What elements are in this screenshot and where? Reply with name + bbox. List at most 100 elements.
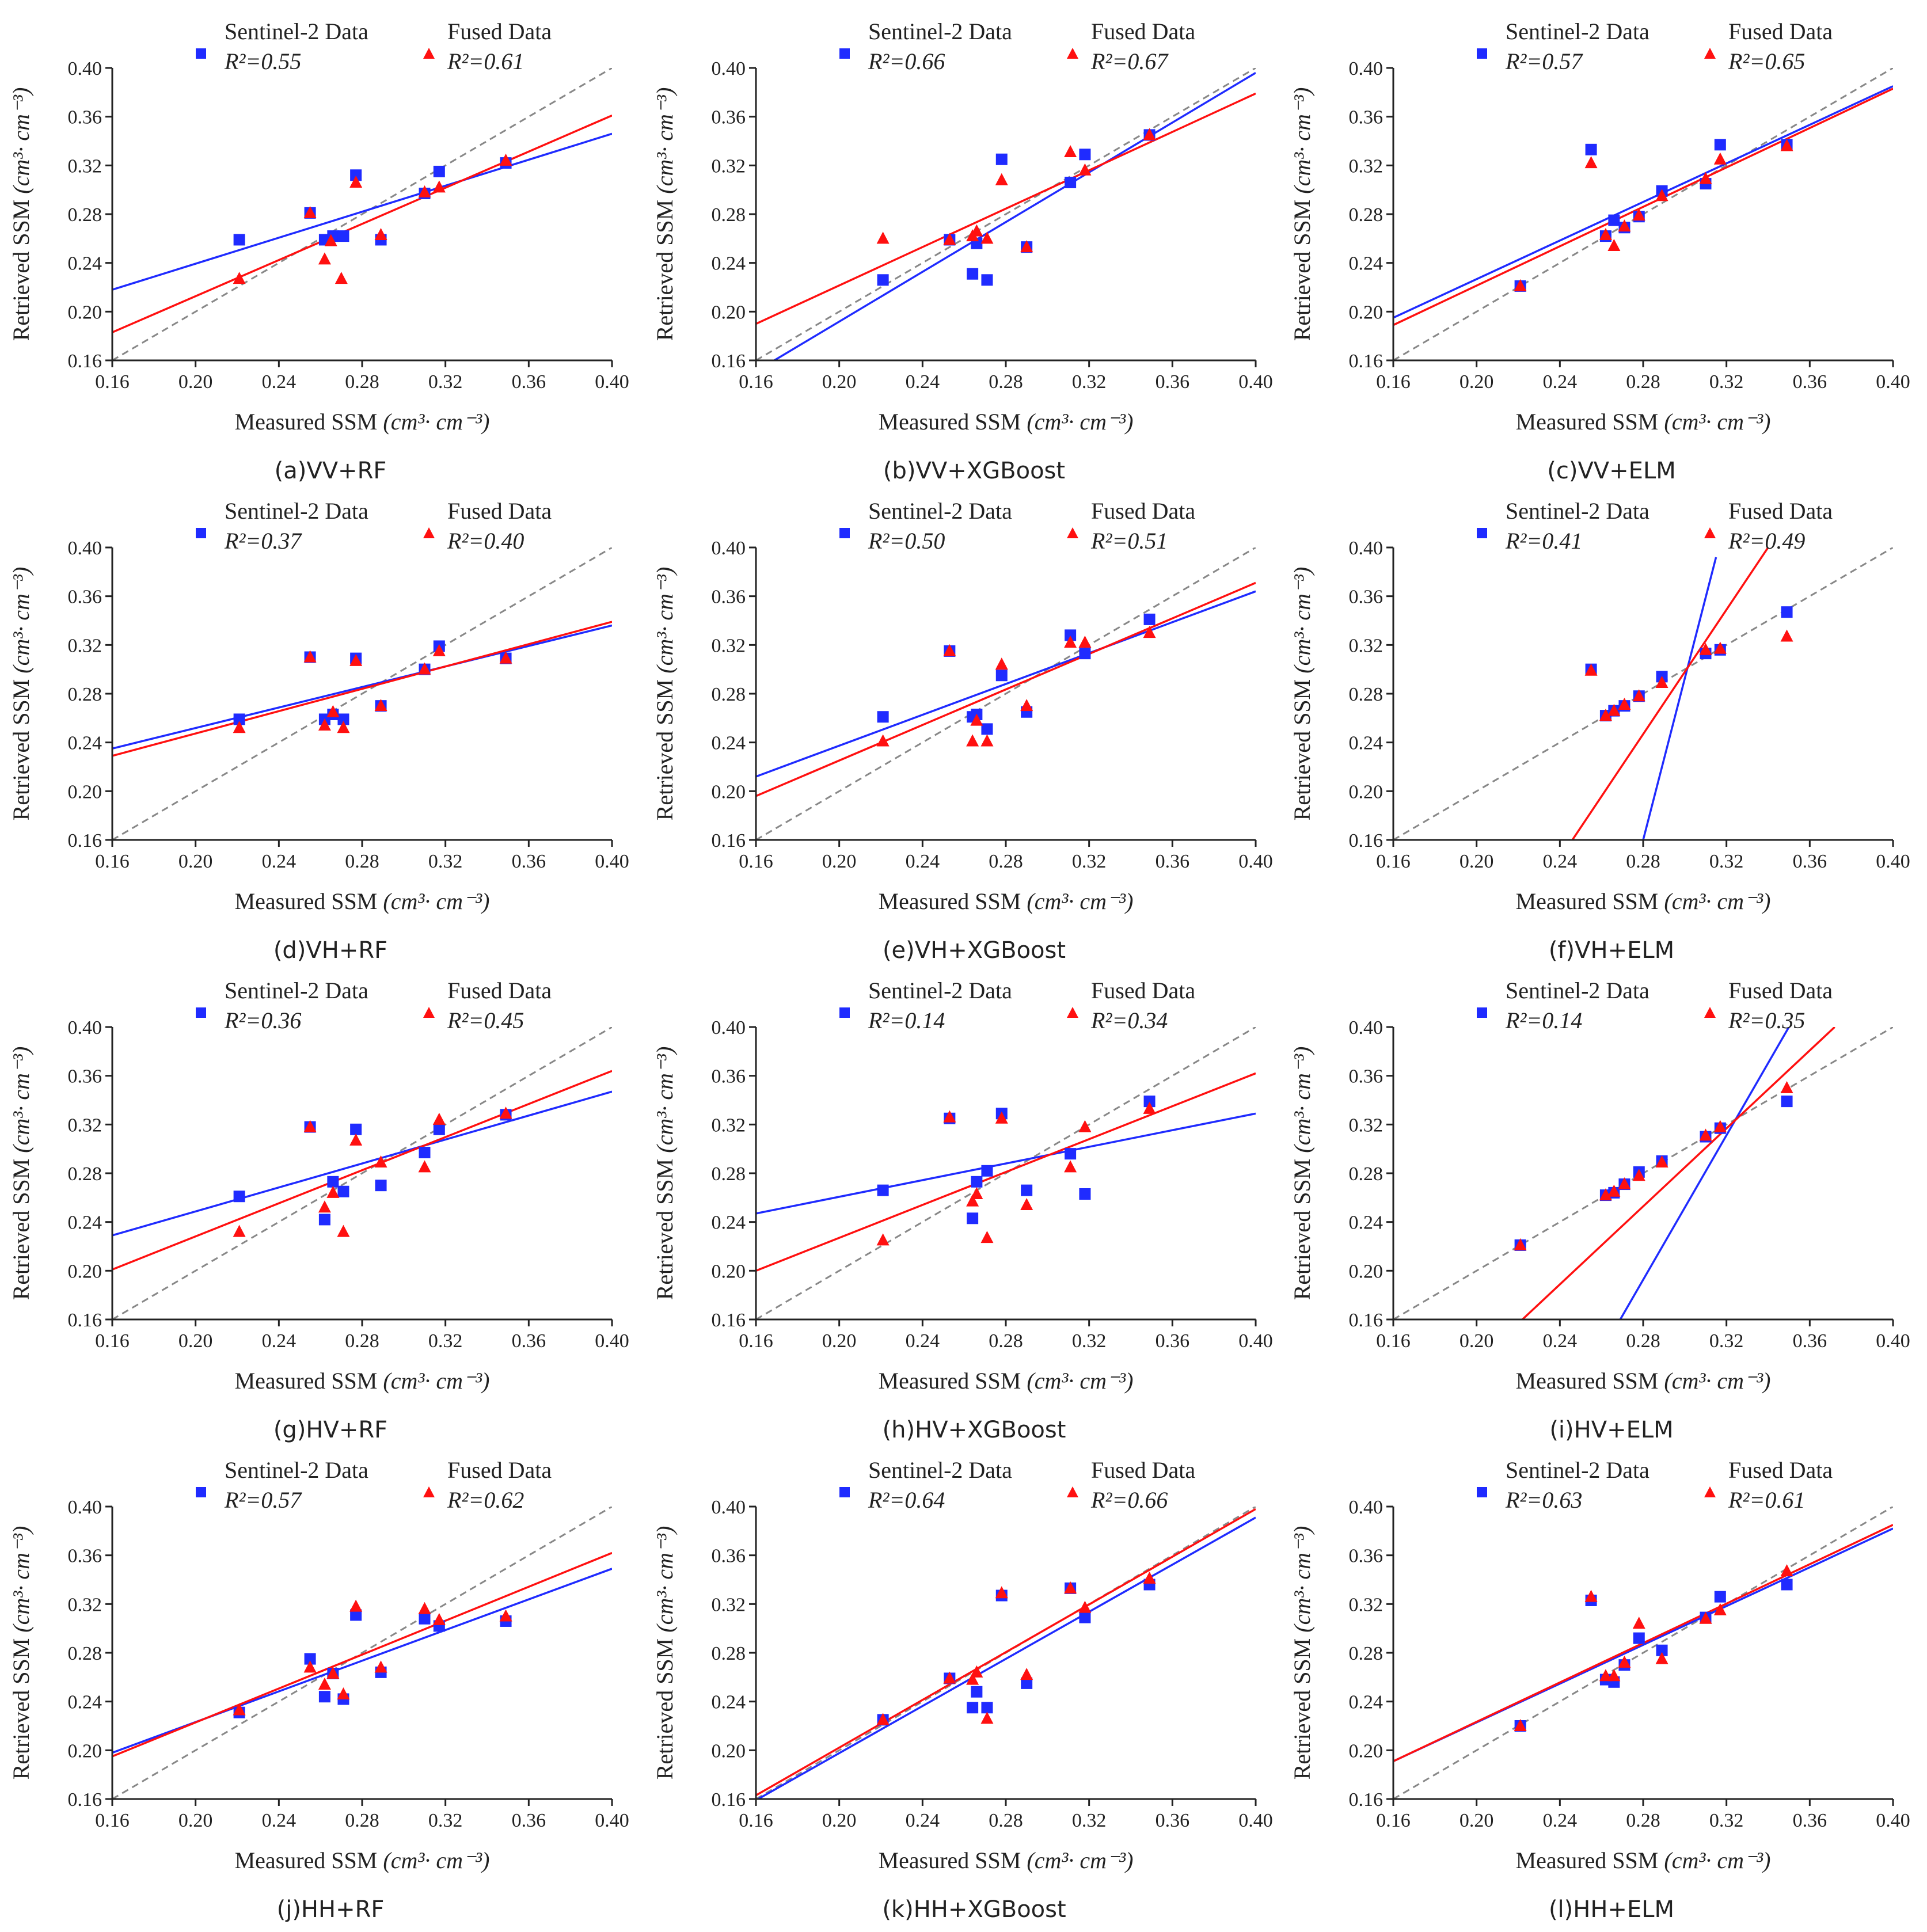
panel-caption: (i)HV+ELM: [1549, 1417, 1673, 1443]
fused-point: [966, 1672, 979, 1685]
legend-fused-name: Fused Data: [447, 498, 552, 524]
sentinel-point: [350, 1609, 362, 1621]
x-tick-label: 0.16: [1376, 1810, 1411, 1831]
y-tick-label: 0.32: [1349, 1115, 1384, 1136]
x-axis-unit: (cm³· cm⁻³): [1027, 409, 1133, 435]
fused-point: [233, 1703, 246, 1716]
x-tick-label: 0.20: [822, 1810, 857, 1831]
y-tick-label: 0.16: [68, 1310, 102, 1331]
y-axis-title: Retrieved SSM (cm³· cm⁻³): [8, 1526, 34, 1780]
x-tick-label: 0.16: [1376, 851, 1411, 872]
fused-point: [418, 1160, 431, 1173]
x-tick-label: 0.32: [1709, 851, 1744, 872]
fused-point: [349, 175, 363, 188]
fused-point: [1655, 189, 1668, 201]
fused-point: [1143, 128, 1156, 140]
y-tick-label: 0.16: [68, 351, 102, 372]
legend-fused-marker: [423, 527, 435, 538]
y-tick-label: 0.32: [712, 1594, 746, 1615]
y-tick-label: 0.20: [1349, 1740, 1384, 1762]
x-tick-label: 0.16: [1376, 1330, 1411, 1352]
fused-point: [876, 231, 890, 244]
legend-fused-name: Fused Data: [1091, 1457, 1195, 1483]
fused-point: [970, 1186, 983, 1199]
sentinel-point: [971, 1686, 983, 1698]
fused-point: [1713, 1120, 1727, 1132]
fused-point: [1020, 1668, 1033, 1680]
fused-point: [349, 1599, 363, 1612]
fused-point: [337, 1224, 350, 1237]
fused-point: [432, 644, 446, 656]
x-tick-label: 0.24: [262, 851, 297, 872]
sentinel-point: [971, 1176, 983, 1188]
y-tick-label: 0.40: [68, 58, 102, 79]
fused-point: [1713, 641, 1727, 654]
x-tick-label: 0.32: [1072, 851, 1107, 872]
sentinel-point: [337, 230, 349, 242]
fused-point: [1780, 139, 1793, 151]
fused-point: [980, 1712, 994, 1724]
y-tick-label: 0.36: [68, 1066, 102, 1087]
sentinel-point: [1021, 1677, 1033, 1689]
sentinel-point: [318, 1691, 330, 1703]
y-tick-label: 0.28: [712, 684, 746, 705]
x-axis-label: Measured SSM: [235, 409, 383, 435]
panel-3: 0.160.16 0.20 0.20 0.24 0.24 0.28 0.28 0.32 0.32…: [1289, 18, 1910, 484]
y-tick-label: 0.40: [68, 538, 102, 559]
y-tick-label: 0.40: [68, 1017, 102, 1039]
y-tick-label: 0.24: [1349, 733, 1384, 754]
x-axis-title: Measured SSM (cm³· cm⁻³): [235, 409, 490, 435]
x-tick-label: 0.24: [906, 851, 940, 872]
x-axis-label: Measured SSM: [1516, 888, 1664, 914]
legend-fused-name: Fused Data: [447, 18, 552, 44]
y-tick-label: 0.16: [712, 1789, 746, 1811]
y-tick-label: 0.16: [712, 830, 746, 851]
sentinel-point: [877, 711, 889, 723]
x-tick-label: 0.40: [1238, 371, 1273, 393]
x-tick-label: 0.20: [1459, 1330, 1494, 1352]
x-axis-title: Measured SSM (cm³· cm⁻³): [1516, 1368, 1771, 1394]
panel-caption: (f)VH+ELM: [1549, 937, 1674, 964]
panel-4: 0.160.16 0.20 0.20 0.24 0.24 0.28 0.28 0.32 0.32…: [8, 498, 629, 964]
y-tick-label: 0.32: [68, 155, 102, 177]
y-axis-unit: (cm³· cm⁻³): [8, 1047, 34, 1153]
y-tick-label: 0.16: [712, 1310, 746, 1331]
fused-point: [318, 718, 331, 731]
y-tick-label: 0.20: [68, 1740, 102, 1762]
legend-sentinel-r2: R²=0.36: [224, 1007, 301, 1033]
fused-fit-line: [1393, 88, 1893, 326]
y-tick-label: 0.36: [712, 107, 746, 128]
x-axis-label: Measured SSM: [235, 1368, 383, 1394]
fused-fit-line: [112, 1551, 612, 1758]
legend-sentinel-marker: [839, 1007, 850, 1018]
sentinel-point: [419, 1147, 431, 1159]
y-axis-label: Retrieved SSM: [8, 1638, 34, 1780]
fused-point: [326, 705, 340, 717]
legend-sentinel-marker: [196, 1487, 206, 1497]
x-tick-label: 0.20: [822, 851, 857, 872]
x-axis-title: Measured SSM (cm³· cm⁻³): [879, 1847, 1134, 1873]
fused-point: [1607, 703, 1621, 716]
fused-point: [318, 1678, 331, 1690]
panel-6: 0.160.16 0.20 0.20 0.24 0.24 0.28 0.28 0.32 0.32…: [1289, 498, 1910, 964]
legend-sentinel-marker: [1477, 1487, 1487, 1497]
identity-line: [112, 1027, 612, 1319]
x-tick-label: 0.32: [1709, 1810, 1744, 1831]
sentinel-point: [350, 1123, 362, 1135]
x-axis-label: Measured SSM: [879, 888, 1027, 914]
fused-point: [1078, 1120, 1092, 1132]
fused-fit-line: [112, 621, 612, 757]
y-axis-unit: (cm³· cm⁻³): [652, 567, 678, 674]
fused-point: [337, 721, 350, 733]
sentinel-fit-line: [1642, 557, 1717, 840]
fused-point: [1655, 1652, 1668, 1664]
y-axis-label: Retrieved SSM: [8, 679, 34, 821]
y-tick-label: 0.36: [1349, 587, 1384, 608]
y-tick-label: 0.32: [1349, 635, 1384, 656]
legend-fused-r2: R²=0.65: [1728, 48, 1805, 74]
y-axis-label: Retrieved SSM: [8, 1159, 34, 1300]
legend-fused-r2: R²=0.61: [1728, 1487, 1805, 1513]
fused-point: [326, 1666, 340, 1679]
fused-point: [1618, 1177, 1631, 1190]
